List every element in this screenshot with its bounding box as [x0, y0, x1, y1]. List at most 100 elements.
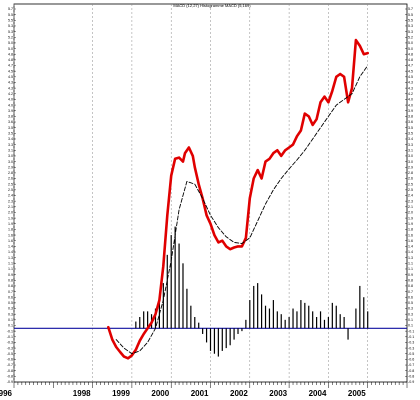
x-tick-label: 2001 — [191, 389, 209, 398]
y-tick-label-left: 5.7 — [8, 7, 13, 11]
y-tick-label-left: 0.1 — [8, 324, 13, 328]
y-tick-label-right: 0.1 — [408, 324, 413, 328]
y-tick-label-right: 3.5 — [408, 126, 413, 130]
y-tick-label-right: 2.3 — [408, 199, 413, 203]
y-tick-label-left: 1.4 — [8, 245, 13, 249]
y-tick-label-right: -0.3 — [408, 341, 414, 345]
y-tick-label-right: 3.3 — [408, 143, 413, 147]
y-tick-label-left: 3.0 — [8, 154, 13, 158]
y-tick-label-left: 5.0 — [8, 47, 13, 51]
y-tick-label-right: 5.2 — [408, 35, 413, 39]
x-tick-label: 2004 — [309, 389, 327, 398]
y-tick-label-right: 1.6 — [408, 239, 413, 243]
y-tick-label-left: 0.3 — [8, 307, 13, 311]
y-tick-label-left: 0.1 — [8, 318, 13, 322]
y-tick-label-right: 0.7 — [408, 290, 413, 294]
y-tick-label-right: 4.0 — [408, 103, 413, 107]
y-tick-label-left: -0.7 — [7, 363, 13, 367]
signal-line — [115, 65, 369, 355]
y-tick-label-right: -0.1 — [408, 329, 414, 333]
y-tick-label-right: 1.4 — [408, 250, 413, 254]
y-tick-label-left: 2.6 — [8, 177, 13, 181]
y-tick-label-left: -0.8 — [7, 369, 13, 373]
y-tick-label-right: -0.1 — [408, 335, 414, 339]
y-tick-label-right: 3.8 — [408, 115, 413, 119]
macd-line — [107, 38, 369, 360]
y-tick-label-right: 3.6 — [408, 120, 413, 124]
y-tick-label-left: 1.1 — [8, 262, 13, 266]
y-tick-label-right: 2.4 — [408, 194, 413, 198]
y-tick-label-right: 0.8 — [408, 278, 413, 282]
y-tick-label-left: 3.3 — [8, 143, 13, 147]
y-tick-label-left: 2.1 — [8, 205, 13, 209]
y-tick-label-left: -0.3 — [7, 341, 13, 345]
macd-lines — [107, 38, 369, 360]
y-tick-label-left: 0.7 — [8, 290, 13, 294]
histogram-bars — [135, 226, 369, 357]
y-tick-label-left: 3.9 — [8, 109, 13, 113]
y-tick-label-left: 4.8 — [8, 52, 13, 56]
y-tick-label-right: 5.3 — [408, 30, 413, 34]
y-tick-label-left: 2.8 — [8, 171, 13, 175]
y-tick-label-right: -0.6 — [408, 358, 414, 362]
y-tick-label-right: 1.9 — [408, 216, 413, 220]
x-tick-label: 1996 — [0, 389, 13, 398]
y-tick-label-right: -0.9 — [408, 380, 414, 384]
y-tick-label-left: 1.9 — [8, 216, 13, 220]
y-tick-label-left: 2.5 — [8, 188, 13, 192]
x-tick-label: 2000 — [151, 389, 169, 398]
y-tick-label-right: 3.5 — [408, 132, 413, 136]
y-tick-label-right: -0.5 — [408, 352, 414, 356]
y-tick-label-left: 2.9 — [8, 165, 13, 169]
y-tick-label-left: 2.3 — [8, 199, 13, 203]
y-tick-label-left: -0.3 — [7, 346, 13, 350]
y-tick-label-right: 1.1 — [408, 262, 413, 266]
y-tick-label-right: 5.0 — [408, 41, 413, 45]
x-tick-label: 1998 — [73, 389, 91, 398]
y-tick-label-right: 2.1 — [408, 205, 413, 209]
y-tick-label-left: 1.9 — [8, 222, 13, 226]
y-tick-label-left: 4.0 — [8, 98, 13, 102]
y-tick-label-right: 3.4 — [408, 137, 413, 141]
y-tick-label-left: -0.8 — [7, 375, 13, 379]
y-tick-label-left: -0.1 — [7, 329, 13, 333]
y-tick-label-left: -0.6 — [7, 358, 13, 362]
y-tick-label-left: 0.3 — [8, 312, 13, 316]
x-axis-ticks: 1996 1998 1999 2000 2001 2002 2003 2004 2005 — [0, 382, 408, 398]
y-tick-label-left: 0.6 — [8, 295, 13, 299]
y-tick-label-left: 5.5 — [8, 19, 13, 23]
y-tick-label-left: 3.0 — [8, 160, 13, 164]
y-tick-label-right: 0.5 — [408, 301, 413, 305]
y-tick-label-left: 1.6 — [8, 239, 13, 243]
y-tick-label-left: 2.0 — [8, 211, 13, 215]
y-tick-label-right: 0.1 — [408, 318, 413, 322]
y-tick-label-left: 3.5 — [8, 132, 13, 136]
y-tick-label-right: 2.8 — [408, 171, 413, 175]
y-tick-label-left: 1.6 — [8, 233, 13, 237]
chart-title: MACD (12,27) Histogramme MACD (5,169) — [173, 3, 251, 8]
y-tick-label-left: 1.8 — [8, 228, 13, 232]
y-tick-label-left: 4.8 — [8, 58, 13, 62]
y-tick-label-left: 4.5 — [8, 69, 13, 73]
y-tick-label-right: 1.6 — [408, 233, 413, 237]
y-tick-label-right: 4.7 — [408, 64, 413, 68]
y-tick-label-left: 3.4 — [8, 137, 13, 141]
y-tick-label-left: 4.5 — [8, 75, 13, 79]
y-tick-label-left: 4.3 — [8, 81, 13, 85]
y-tick-label-right: 3.1 — [408, 148, 413, 152]
y-tick-label-right: 0.8 — [408, 284, 413, 288]
y-tick-label-right: 1.1 — [408, 267, 413, 271]
x-tick-label: 2005 — [348, 389, 366, 398]
y-tick-label-right: 3.0 — [408, 154, 413, 158]
y-tick-label-right: 5.7 — [408, 7, 413, 11]
y-tick-label-right: 0.3 — [408, 312, 413, 316]
y-tick-label-right: 2.0 — [408, 211, 413, 215]
y-tick-label-left: 0.9 — [8, 273, 13, 277]
y-tick-label-left: 1.3 — [8, 256, 13, 260]
y-tick-label-right: 2.5 — [408, 182, 413, 186]
y-tick-label-right: 5.5 — [408, 19, 413, 23]
y-tick-label-left: 5.3 — [8, 24, 13, 28]
y-tick-label-left: 1.4 — [8, 250, 13, 254]
y-tick-label-right: 2.5 — [408, 188, 413, 192]
